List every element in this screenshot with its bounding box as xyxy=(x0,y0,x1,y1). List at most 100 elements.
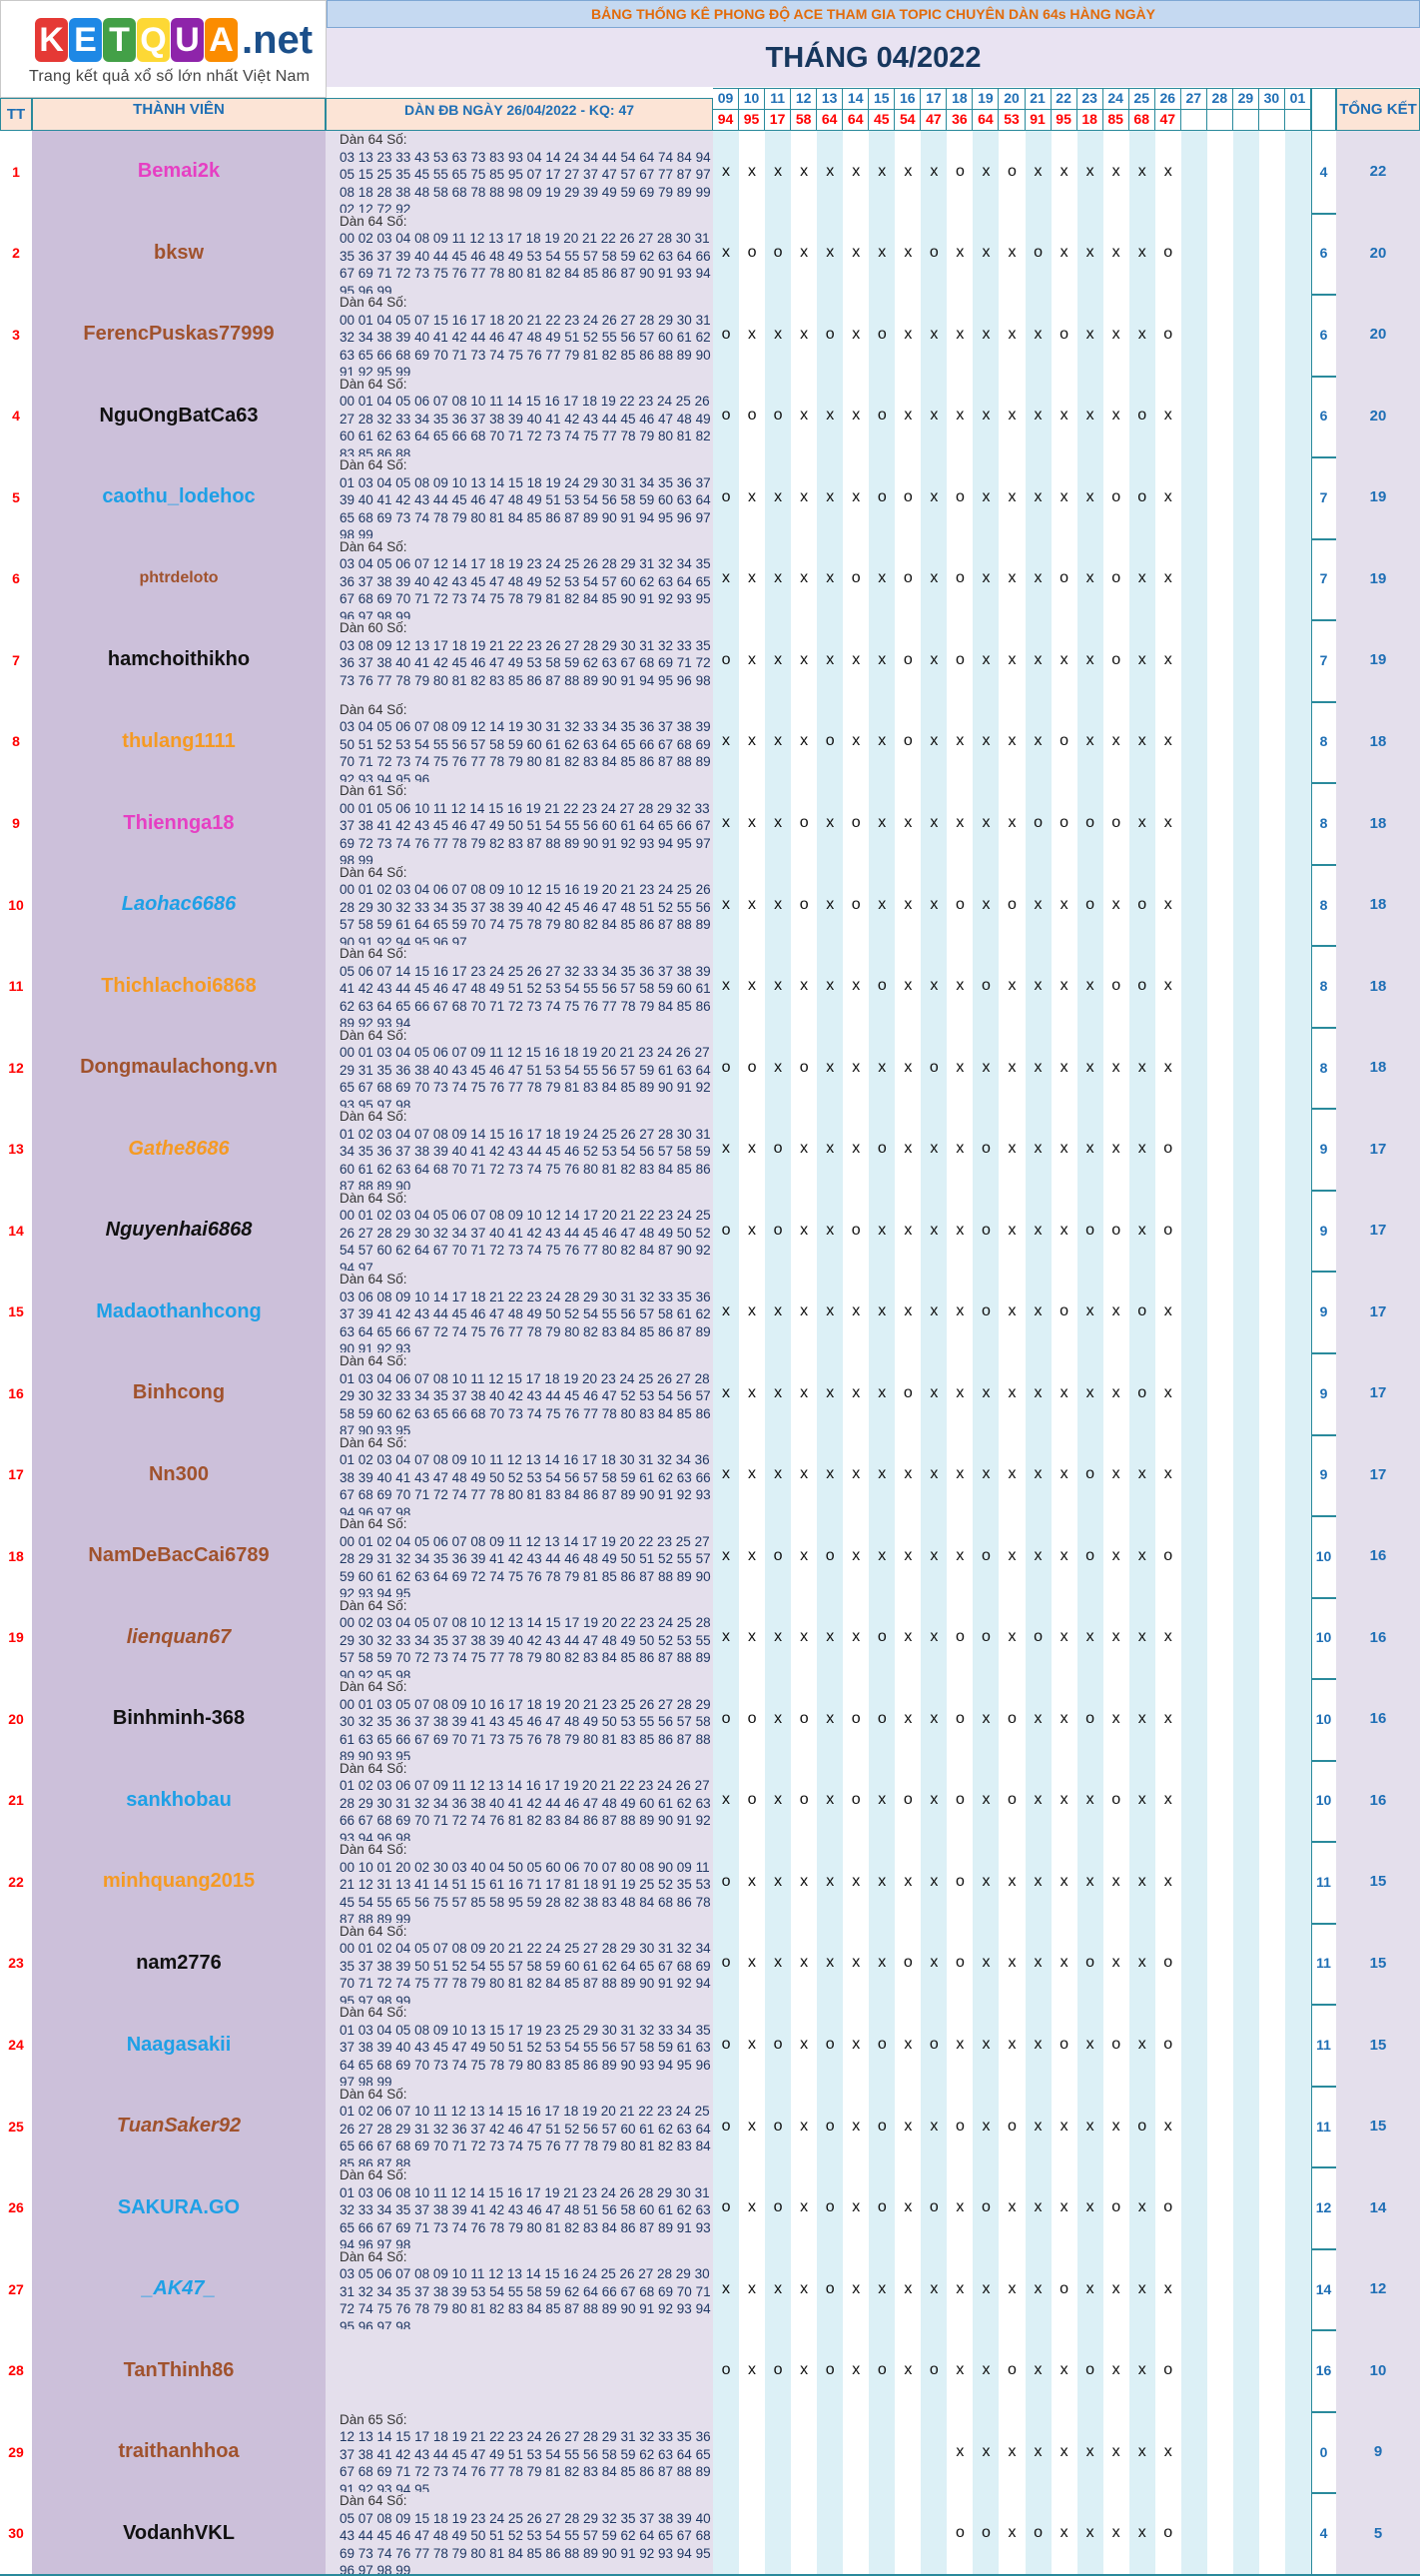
row-number: 6 xyxy=(0,537,32,620)
member-name[interactable]: Binhminh-368 xyxy=(32,1678,328,1760)
result-mark: o xyxy=(1051,537,1078,620)
result-mark: x xyxy=(869,782,897,864)
result-mark: o xyxy=(869,2085,897,2167)
member-name[interactable]: bksw xyxy=(32,212,328,295)
result-mark: x xyxy=(817,619,845,701)
member-name[interactable]: hamchoithikho xyxy=(32,619,328,701)
header-count-blank xyxy=(1311,88,1336,131)
result-mark: x xyxy=(1025,131,1053,213)
member-name[interactable]: FerencPuskas77999 xyxy=(32,294,328,376)
day-result: 47 xyxy=(1155,110,1181,131)
member-name[interactable]: caothu_lodehoc xyxy=(32,456,328,538)
result-mark: x xyxy=(973,2329,1001,2411)
member-name[interactable]: NguOngBatCa63 xyxy=(32,375,328,457)
result-mark xyxy=(1232,1678,1260,1760)
result-mark: o xyxy=(1154,2004,1182,2086)
table-row: 10 Laohac6686 Dàn 64 Số: 00 01 02 03 04 06 … xyxy=(0,863,1420,948)
result-mark: o xyxy=(999,1678,1027,1760)
result-mark: x xyxy=(843,1922,871,2005)
member-name[interactable]: traithanhhoa xyxy=(32,2410,328,2493)
result-mark: x xyxy=(973,294,1001,376)
result-mark: x xyxy=(1051,1678,1078,1760)
day-label: 26 xyxy=(1154,89,1181,110)
result-mark: o xyxy=(947,2492,975,2574)
table-row: 23 nam2776 Dàn 64 Số: 00 01 02 04 05 07 08 … xyxy=(0,1922,1420,2007)
member-dan: Dàn 64 Số: 00 01 02 03 04 06 07 08 09 10 … xyxy=(326,863,735,946)
member-name[interactable]: Binhcong xyxy=(32,1352,328,1434)
result-mark: x xyxy=(791,2085,819,2167)
result-mark: x xyxy=(1154,1759,1182,1842)
result-mark: o xyxy=(1102,2004,1130,2086)
ketqua-logo[interactable]: K E T Q U A .net Trang kết quả xổ số lớn nhất … xyxy=(0,0,327,98)
member-name[interactable]: NamDeBacCai6789 xyxy=(32,1515,328,1597)
result-mark: x xyxy=(739,2329,767,2411)
result-mark: x xyxy=(1154,537,1182,620)
member-name[interactable]: Bemai2k xyxy=(32,131,328,213)
result-mark: x xyxy=(947,1026,975,1109)
total-score: 18 xyxy=(1336,782,1420,864)
result-mark: x xyxy=(1128,2166,1156,2248)
total-score: 15 xyxy=(1336,1841,1420,1923)
result-mark xyxy=(1206,212,1234,295)
member-name[interactable]: _AK47_ xyxy=(32,2247,328,2330)
member-name[interactable]: Dongmaulachong.vn xyxy=(32,1026,328,1109)
member-name[interactable]: Gathe8686 xyxy=(32,1108,328,1190)
member-dan: Dàn 64 Số: 00 01 02 03 04 05 06 07 08 09 … xyxy=(326,1189,735,1272)
result-mark xyxy=(1180,1189,1208,1272)
member-name[interactable]: Nn300 xyxy=(32,1433,328,1516)
day-result xyxy=(1233,110,1259,131)
result-mark: o xyxy=(947,1596,975,1679)
total-score: 15 xyxy=(1336,1922,1420,2005)
member-name[interactable]: Thichlachoi6868 xyxy=(32,945,328,1027)
result-mark: x xyxy=(1154,1596,1182,1679)
result-mark: x xyxy=(713,1352,741,1434)
member-name[interactable]: Thiennga18 xyxy=(32,782,328,864)
result-mark xyxy=(1180,2247,1208,2330)
member-name[interactable]: SAKURA.GO xyxy=(32,2166,328,2248)
member-name[interactable]: nam2776 xyxy=(32,1922,328,2005)
result-mark: x xyxy=(921,782,949,864)
member-name[interactable]: VodanhVKL xyxy=(32,2492,328,2574)
result-mark: x xyxy=(713,863,741,946)
miss-count: 0 xyxy=(1311,2410,1337,2493)
result-mark: x xyxy=(895,294,923,376)
result-mark xyxy=(869,2492,897,2574)
result-mark: x xyxy=(947,375,975,457)
result-mark: o xyxy=(947,619,975,701)
result-mark: o xyxy=(1076,1515,1104,1597)
member-name[interactable]: sankhobau xyxy=(32,1759,328,1842)
result-mark: x xyxy=(843,294,871,376)
member-name[interactable]: Nguyenhai6868 xyxy=(32,1189,328,1272)
result-mark: x xyxy=(739,1922,767,2005)
member-name[interactable]: minhquang2015 xyxy=(32,1841,328,1923)
result-mark: x xyxy=(1051,1922,1078,2005)
result-mark: x xyxy=(895,1433,923,1516)
logo-wordmark: K E T Q U A .net xyxy=(35,17,313,63)
member-name[interactable]: thulang1111 xyxy=(32,700,328,783)
result-mark: o xyxy=(765,212,793,295)
result-mark: x xyxy=(739,863,767,946)
member-name[interactable]: Laohac6686 xyxy=(32,863,328,946)
member-name[interactable]: Naagasakii xyxy=(32,2004,328,2086)
result-mark: x xyxy=(739,945,767,1027)
member-name[interactable]: phtrdeloto xyxy=(32,537,328,620)
result-mark: x xyxy=(999,619,1027,701)
result-mark: x xyxy=(843,2004,871,2086)
member-name[interactable]: TanThinh86 xyxy=(32,2329,328,2411)
result-mark: o xyxy=(1102,1759,1130,1842)
result-mark: x xyxy=(869,1026,897,1109)
result-mark: x xyxy=(765,945,793,1027)
result-mark: x xyxy=(999,1515,1027,1597)
logo-letter: T xyxy=(103,18,136,62)
member-name[interactable]: TuanSaker92 xyxy=(32,2085,328,2167)
result-mark: x xyxy=(1051,2410,1078,2493)
result-mark xyxy=(1258,619,1286,701)
member-dan: Dàn 64 Số: 01 02 06 07 10 11 12 13 14 15 … xyxy=(326,2085,735,2167)
result-mark: x xyxy=(713,700,741,783)
result-mark: x xyxy=(895,1026,923,1109)
table-row: 9 Thiennga18 Dàn 61 Số: 00 01 05 06 10 11 1… xyxy=(0,782,1420,866)
table-row: 8 thulang1111 Dàn 64 Số: 03 04 05 06 07 08 … xyxy=(0,700,1420,785)
member-name[interactable]: Madaothanhcong xyxy=(32,1271,328,1352)
member-name[interactable]: lienquan67 xyxy=(32,1596,328,1679)
